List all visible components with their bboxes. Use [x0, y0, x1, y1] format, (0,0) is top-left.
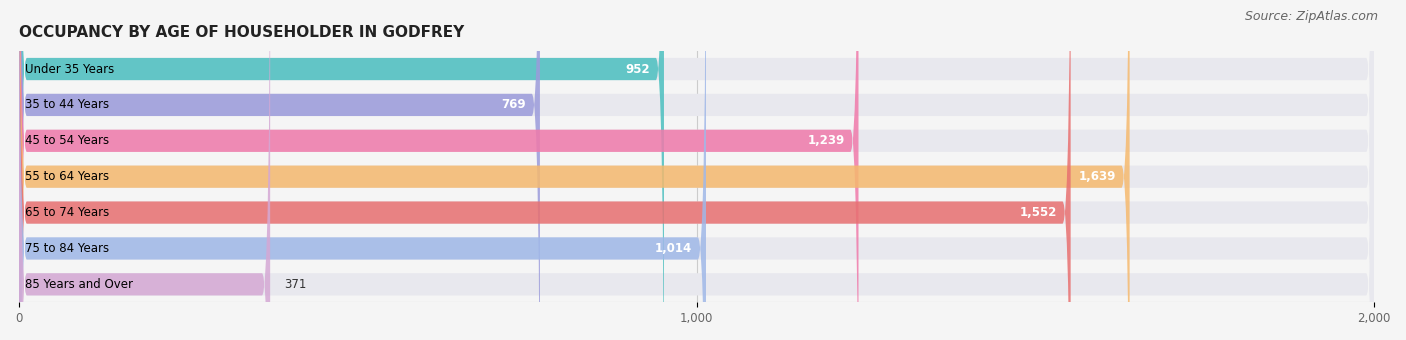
FancyBboxPatch shape: [18, 0, 859, 340]
Text: Source: ZipAtlas.com: Source: ZipAtlas.com: [1244, 10, 1378, 23]
FancyBboxPatch shape: [18, 0, 1374, 340]
FancyBboxPatch shape: [18, 0, 1374, 340]
FancyBboxPatch shape: [18, 0, 1374, 340]
FancyBboxPatch shape: [18, 0, 1374, 340]
Text: 45 to 54 Years: 45 to 54 Years: [25, 134, 110, 147]
FancyBboxPatch shape: [18, 0, 706, 340]
FancyBboxPatch shape: [18, 0, 540, 340]
FancyBboxPatch shape: [18, 0, 1070, 340]
Text: 35 to 44 Years: 35 to 44 Years: [25, 98, 110, 112]
Text: 952: 952: [626, 63, 651, 75]
Text: 1,552: 1,552: [1019, 206, 1057, 219]
Text: 371: 371: [284, 278, 307, 291]
Text: Under 35 Years: Under 35 Years: [25, 63, 115, 75]
Text: 1,014: 1,014: [655, 242, 692, 255]
FancyBboxPatch shape: [18, 0, 270, 340]
Text: 1,239: 1,239: [807, 134, 845, 147]
FancyBboxPatch shape: [18, 0, 1129, 340]
Text: 769: 769: [502, 98, 526, 112]
Text: 65 to 74 Years: 65 to 74 Years: [25, 206, 110, 219]
Text: 1,639: 1,639: [1078, 170, 1116, 183]
FancyBboxPatch shape: [18, 0, 1374, 340]
Text: 55 to 64 Years: 55 to 64 Years: [25, 170, 110, 183]
Text: 75 to 84 Years: 75 to 84 Years: [25, 242, 110, 255]
Text: OCCUPANCY BY AGE OF HOUSEHOLDER IN GODFREY: OCCUPANCY BY AGE OF HOUSEHOLDER IN GODFR…: [18, 25, 464, 40]
FancyBboxPatch shape: [18, 0, 1374, 340]
FancyBboxPatch shape: [18, 0, 664, 340]
FancyBboxPatch shape: [18, 0, 1374, 340]
Text: 85 Years and Over: 85 Years and Over: [25, 278, 134, 291]
